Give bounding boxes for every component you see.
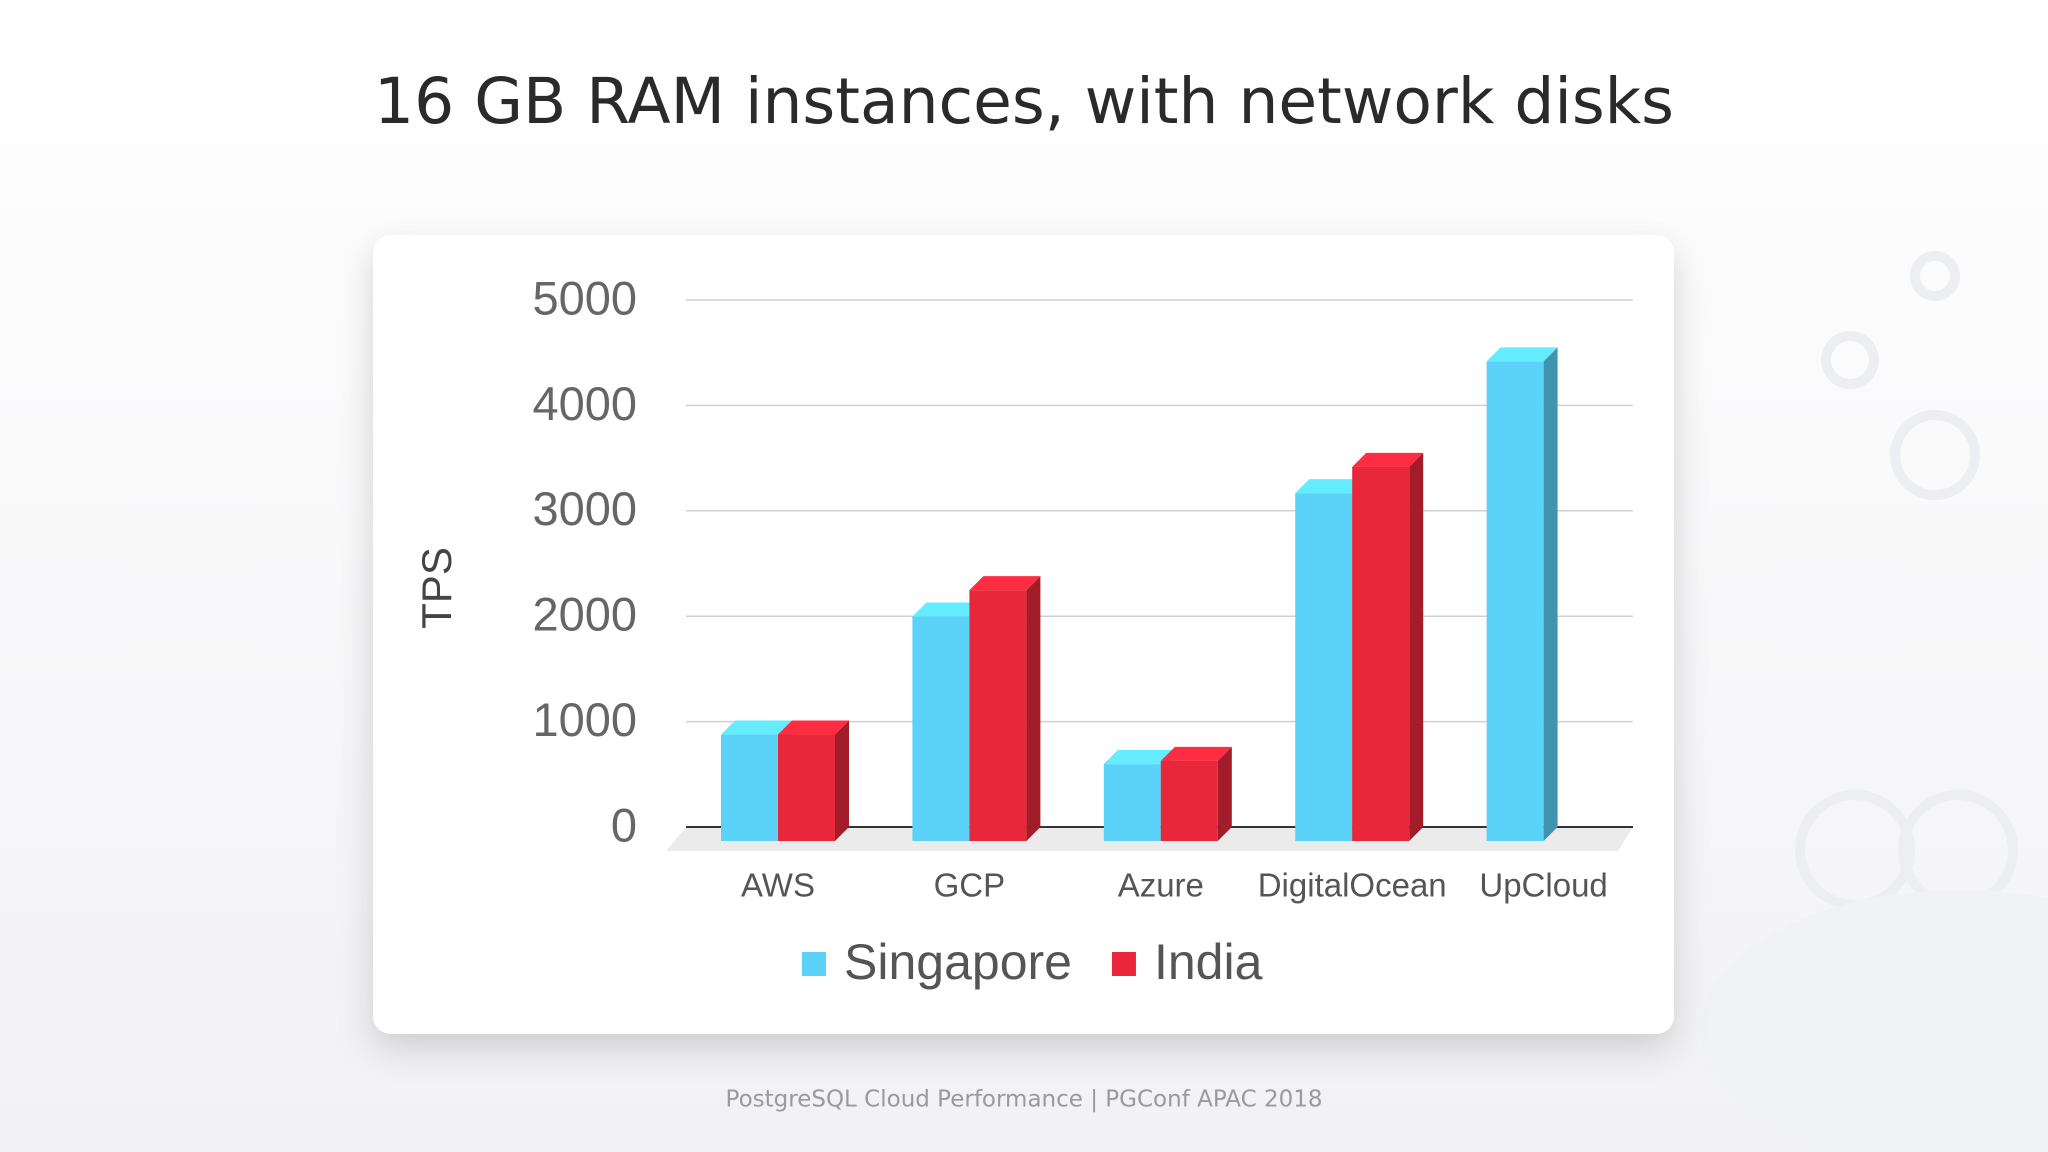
y-tick-label: 5000 [532, 271, 637, 324]
legend-swatch [1111, 952, 1136, 976]
x-tick-label: AWS [741, 867, 815, 904]
bar-top [1160, 746, 1232, 761]
x-tick-label: GCP [934, 867, 1006, 904]
bar-side [1026, 576, 1041, 841]
bar-top [1352, 452, 1424, 467]
bar [1295, 493, 1353, 841]
slide-title: 16 GB RAM instances, with network disks [374, 65, 1674, 138]
y-tick-label: 4000 [532, 377, 637, 430]
bar-top [1295, 479, 1367, 494]
bar [1103, 764, 1161, 841]
bar [1160, 760, 1218, 841]
bar-top [1103, 750, 1175, 765]
bar [778, 734, 835, 841]
x-tick-label: UpCloud [1479, 867, 1607, 904]
bar [969, 590, 1027, 841]
legend-label: Singapore [844, 934, 1072, 990]
bar-top [1486, 347, 1558, 362]
bar-side [1409, 452, 1424, 841]
bar [912, 616, 970, 841]
bar-top [778, 720, 849, 735]
legend-label: India [1154, 934, 1263, 990]
y-tick-label: 1000 [532, 693, 637, 746]
bar [1352, 466, 1410, 841]
bar-top [969, 576, 1041, 591]
plot: 0 1000 2000 3000 4000 5000 AWS GCP Azure DigitalO… [532, 271, 1633, 990]
bar-top [912, 602, 984, 617]
y-tick-label: 3000 [532, 482, 637, 535]
legend-swatch [802, 952, 826, 976]
y-tick-label: 0 [611, 798, 637, 851]
x-tick-label: Azure [1118, 867, 1204, 904]
bar-side [835, 720, 849, 841]
y-axis-label: TPS [413, 547, 460, 629]
decoration [1700, 251, 2048, 1152]
bar [1486, 361, 1544, 841]
bar [721, 734, 778, 841]
footer: PostgreSQL Cloud Performance | PGConf AP… [726, 1087, 1323, 1113]
x-tick-label: DigitalOcean [1258, 867, 1447, 904]
bar-side [1217, 746, 1232, 841]
bar-side [1543, 347, 1558, 841]
bar-top [721, 720, 792, 735]
y-tick-label: 2000 [532, 588, 637, 641]
